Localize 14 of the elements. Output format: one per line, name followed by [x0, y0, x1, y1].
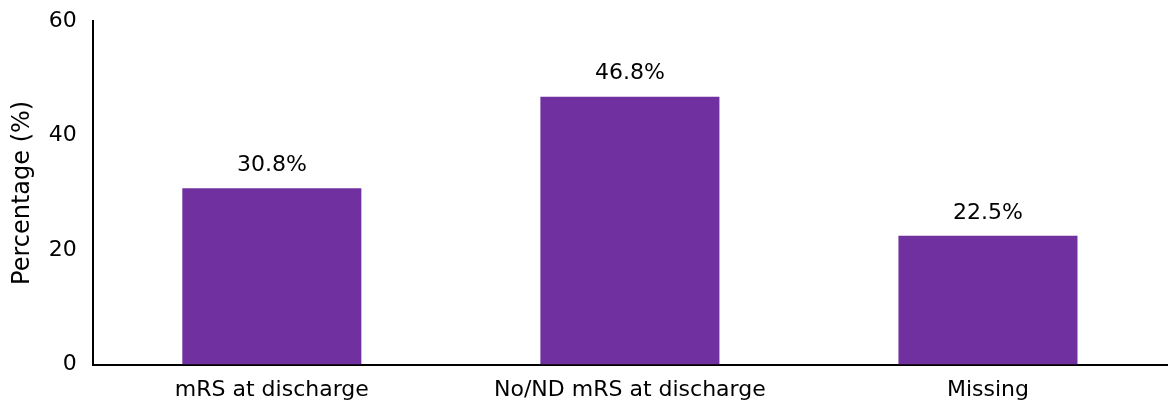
bar [898, 235, 1078, 365]
x-tick-label: No/ND mRS at discharge [494, 375, 766, 401]
x-tick-label: mRS at discharge [174, 375, 369, 401]
data-label: 30.8% [236, 151, 307, 177]
data-label: 46.8% [594, 59, 665, 85]
y-tick-label: 20 [48, 235, 77, 261]
y-axis-title: Percentage (%) [6, 100, 35, 285]
data-label: 22.5% [953, 198, 1023, 224]
bar [182, 188, 362, 365]
y-tick-label: 40 [48, 121, 77, 147]
bar [540, 96, 720, 365]
y-tick-label: 0 [62, 350, 77, 376]
x-tick-label: Missing [946, 375, 1029, 401]
y-tick-label: 60 [48, 6, 77, 32]
